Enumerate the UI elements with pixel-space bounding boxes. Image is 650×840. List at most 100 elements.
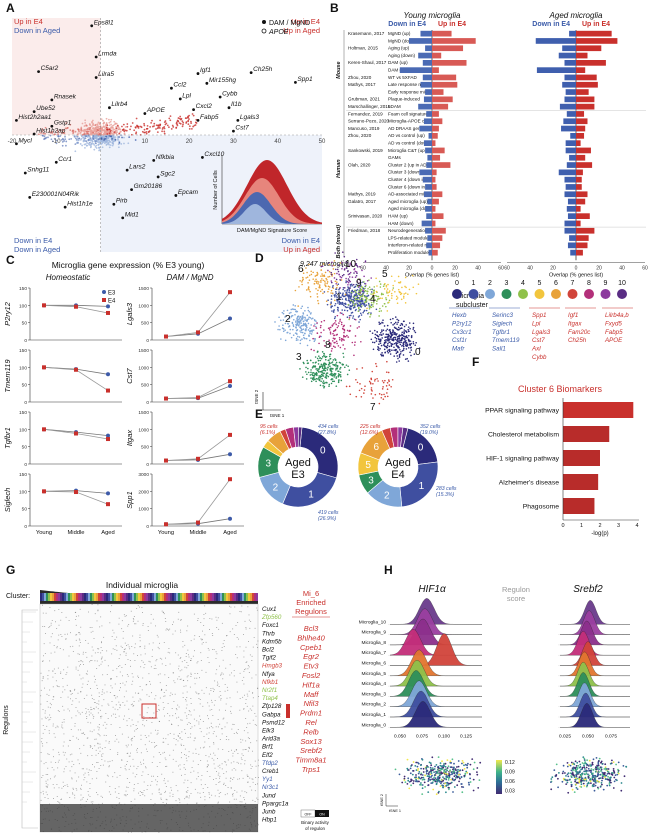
tsne-point	[359, 305, 362, 308]
heatmap-cell	[46, 693, 48, 695]
tsne-point	[289, 332, 291, 335]
heatmap-cell	[147, 707, 149, 709]
tsne-point	[368, 299, 371, 301]
gene-point	[232, 129, 235, 133]
tsne-point	[387, 342, 389, 345]
heatmap-cell	[128, 768, 130, 770]
legend-swatch	[617, 289, 627, 299]
heatmap-cell	[125, 794, 127, 796]
cell-point	[97, 125, 100, 128]
heatmap-cell	[194, 635, 196, 637]
legend-label: APOE	[268, 29, 289, 36]
heatmap-cell	[205, 641, 207, 643]
heatmap-cell	[127, 625, 129, 627]
heatmap-cell	[50, 717, 52, 718]
cell-point	[112, 135, 115, 138]
heatmap-cell	[236, 657, 238, 659]
heatmap-cell	[101, 657, 103, 659]
y-tick-label: 150	[19, 348, 27, 354]
tsne-point	[358, 290, 360, 292]
tsne-point	[398, 290, 401, 293]
heatmap-cell	[87, 642, 89, 644]
heatmap-cell	[96, 771, 98, 772]
heatmap-cell	[218, 628, 220, 630]
heatmap-cell	[141, 660, 143, 662]
heatmap-cell	[45, 791, 47, 793]
cell-point	[84, 128, 87, 131]
heatmap-cell	[169, 715, 171, 717]
cell-point	[114, 136, 117, 139]
heatmap-cell	[239, 801, 241, 803]
heatmap-cell	[244, 799, 245, 801]
x-tick-label: 0	[431, 265, 434, 271]
tsne-point	[337, 380, 340, 382]
tsne-point	[394, 332, 397, 334]
gene-point	[196, 118, 200, 122]
cell-point	[75, 138, 78, 141]
tsne-point	[341, 294, 344, 297]
tsne-point	[402, 295, 405, 298]
heatmap-cell	[239, 795, 241, 797]
tsne-point	[349, 262, 352, 264]
marker-gene: Ch25h	[568, 337, 587, 344]
heatmap-cell	[62, 781, 64, 783]
heatmap-cell	[72, 700, 74, 702]
heatmap-cell	[127, 831, 129, 833]
regulon-label: Nfkb1	[262, 679, 278, 686]
tsne-point	[285, 314, 287, 317]
tsne-point	[356, 264, 358, 267]
heatmap-cell	[49, 607, 51, 608]
tsne-point	[353, 306, 356, 308]
data-point	[164, 522, 168, 527]
heatmap-cell	[199, 792, 201, 794]
heatmap-cell	[208, 693, 210, 695]
heatmap-cell	[181, 719, 183, 721]
heatmap-cell	[178, 765, 179, 767]
tsne-point	[355, 303, 357, 306]
heatmap-cell	[74, 688, 76, 690]
heatmap-cell	[80, 664, 81, 665]
cell-point	[113, 131, 116, 134]
heatmap-cell	[190, 698, 192, 699]
cluster-bar	[104, 593, 106, 601]
cell-point	[64, 138, 67, 141]
heatmap-cell	[81, 798, 83, 800]
cell-point	[92, 124, 95, 127]
heatmap-cell	[86, 673, 88, 675]
heatmap-cell	[219, 739, 221, 740]
tsne-point	[318, 378, 321, 381]
tsne-point	[375, 308, 378, 311]
heatmap-cell	[160, 799, 162, 800]
heatmap-cell	[198, 698, 200, 699]
heatmap-cell	[212, 687, 214, 689]
tsne-point	[370, 277, 373, 279]
heatmap-cell	[179, 799, 181, 801]
tsne-point	[317, 302, 320, 305]
heatmap-cell	[141, 689, 143, 691]
heatmap-cell	[98, 734, 100, 735]
series-line	[165, 434, 231, 461]
tsne-point	[389, 328, 391, 331]
heatmap-cell	[87, 709, 89, 710]
heatmap-cell	[126, 746, 128, 748]
tsne-point	[405, 341, 408, 344]
cell-point	[105, 144, 108, 146]
tsne-point	[356, 305, 359, 307]
tsne-point	[390, 297, 393, 299]
tsne-point	[299, 319, 302, 321]
heatmap-cell	[179, 679, 181, 680]
heatmap-cell	[219, 764, 221, 766]
heatmap-cell	[132, 635, 134, 637]
heatmap-cell	[254, 801, 256, 802]
tsne-point	[334, 252, 336, 254]
heatmap-cell	[204, 784, 206, 785]
cluster-number: 10	[345, 259, 357, 270]
heatmap-cell	[257, 759, 259, 761]
bar-category: HIF-1 signaling pathway	[486, 456, 560, 463]
heatmap-cell	[169, 695, 171, 697]
heatmap-cell	[66, 758, 68, 760]
tsne-point	[386, 290, 388, 292]
cell-point	[61, 144, 64, 147]
tsne-point	[330, 289, 333, 292]
heatmap-cell	[252, 750, 253, 752]
